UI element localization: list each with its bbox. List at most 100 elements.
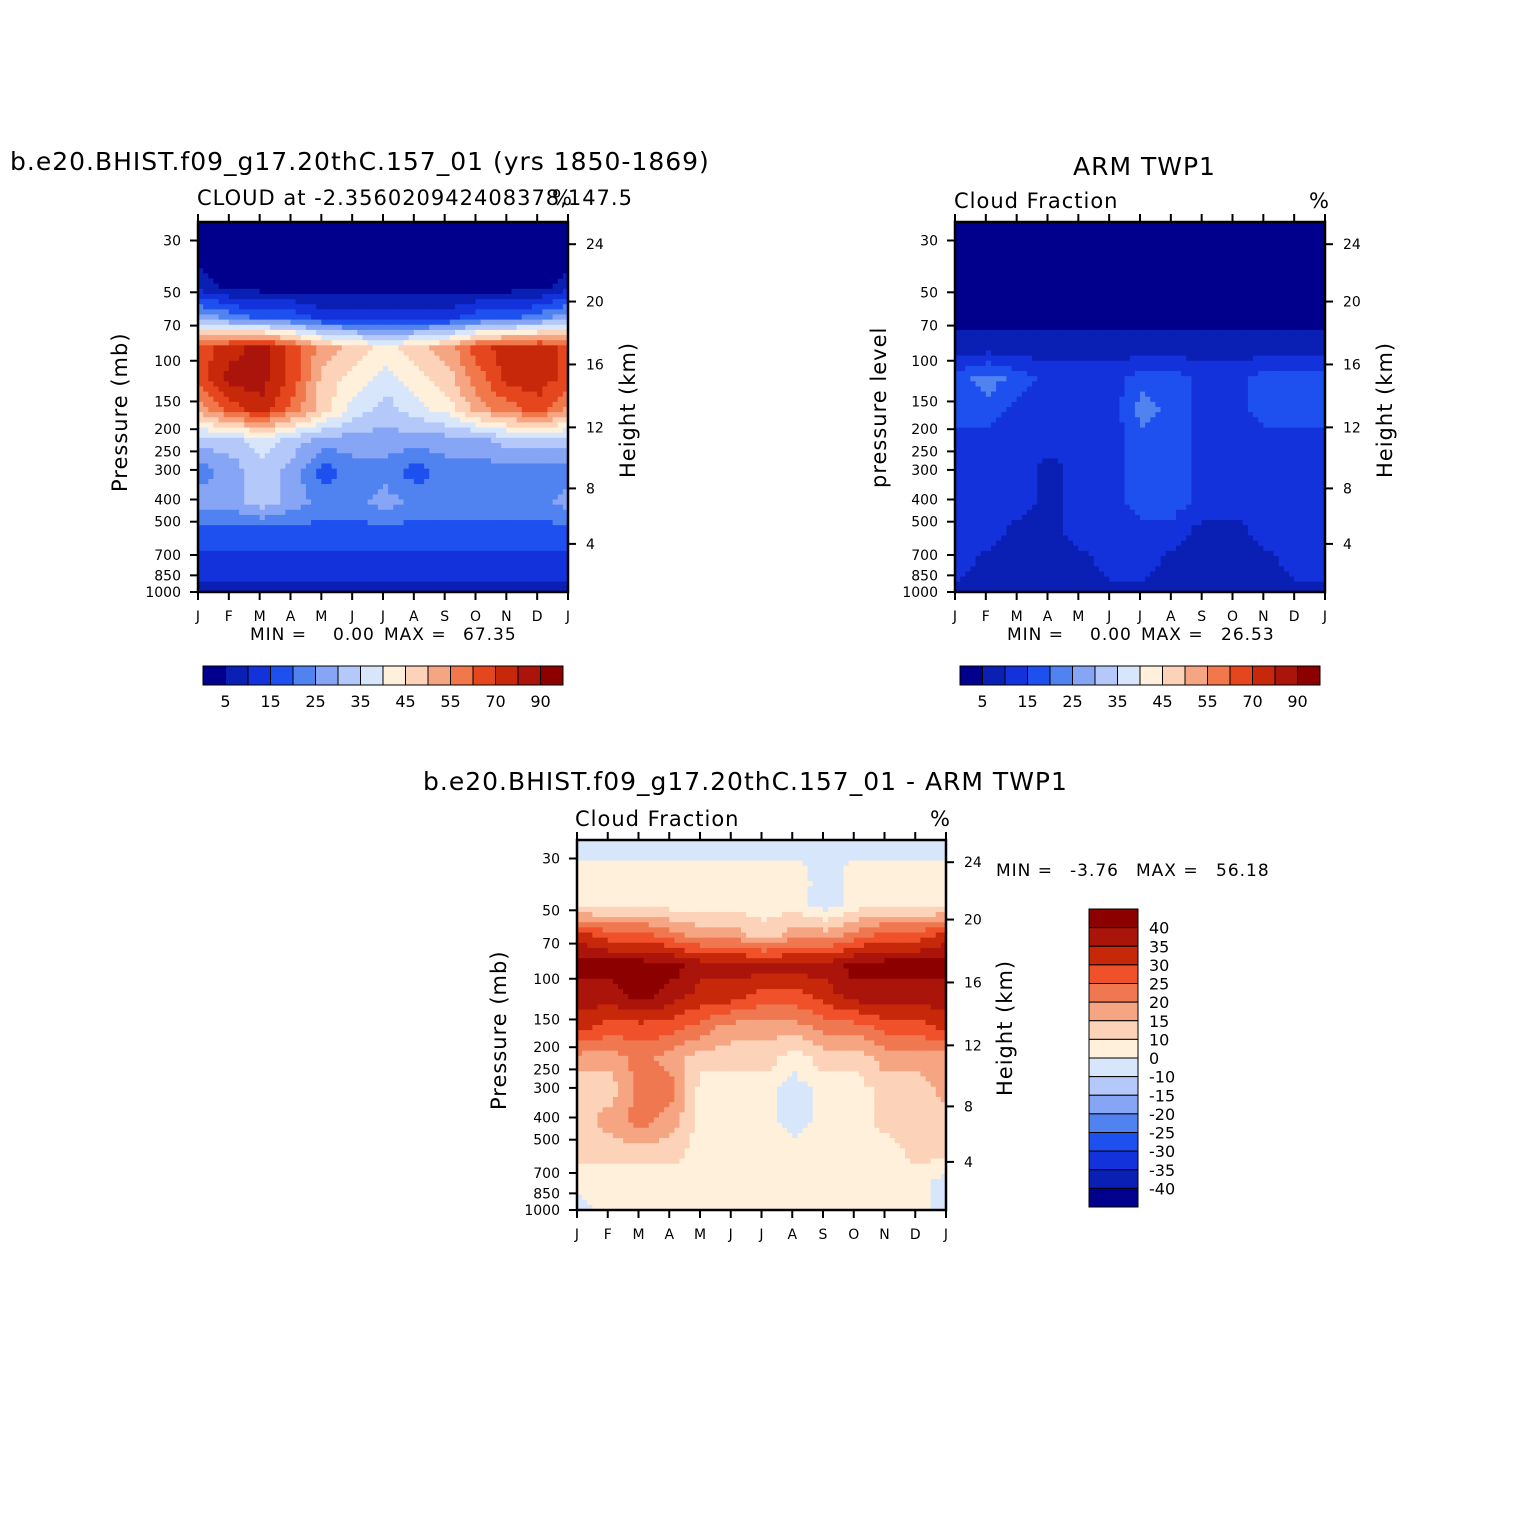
contour-cell — [532, 371, 538, 377]
contour-cell — [295, 242, 302, 249]
contour-cell — [269, 514, 276, 521]
contour-cell — [331, 340, 338, 346]
contour-cell — [295, 222, 302, 228]
contour-cell — [357, 514, 364, 521]
contour-cell — [203, 360, 209, 367]
contour-cell — [496, 458, 502, 465]
contour-cell — [357, 288, 364, 295]
contour-cell — [434, 304, 441, 310]
contour-cell — [275, 360, 281, 367]
contour-cell — [496, 381, 502, 388]
contour-cell — [542, 278, 549, 285]
contour-cell — [326, 242, 333, 249]
contour-cell — [562, 453, 569, 459]
contour-cell — [331, 571, 338, 578]
contour-cell — [280, 273, 286, 280]
contour-cell — [449, 484, 456, 490]
contour-cell — [300, 458, 307, 465]
contour-cell — [264, 540, 271, 547]
contour-cell — [198, 396, 204, 403]
contour-cell — [424, 263, 430, 269]
contour-cell — [552, 257, 559, 264]
contour-cell — [377, 242, 384, 249]
contour-cell — [434, 288, 441, 295]
contour-cell — [470, 371, 477, 377]
contour-cell — [249, 345, 256, 352]
contour-cell — [460, 365, 466, 372]
contour-cell — [454, 566, 461, 573]
contour-cell — [490, 278, 497, 285]
contour-cell — [367, 484, 374, 490]
contour-cell — [275, 478, 281, 485]
contour-cell — [521, 540, 528, 547]
contour-cell — [552, 566, 559, 573]
contour-cell — [490, 540, 497, 547]
contour-cell — [362, 319, 369, 326]
contour-cell — [347, 340, 353, 346]
diff-units: % — [930, 807, 951, 831]
contour-cell — [501, 453, 507, 459]
contour-cell — [290, 237, 297, 244]
contour-cell — [331, 288, 338, 295]
contour-cell — [372, 329, 379, 336]
contour-cell — [331, 468, 338, 475]
contour-cell — [218, 345, 225, 352]
contour-cell — [526, 499, 533, 506]
contour-cell — [316, 391, 322, 398]
contour-cell — [233, 299, 240, 305]
contour-cell — [418, 299, 425, 305]
contour-cell — [347, 237, 353, 244]
contour-cell — [475, 432, 482, 439]
contour-cell — [347, 530, 353, 537]
contour-cell — [336, 227, 343, 233]
contour-cell — [203, 355, 209, 362]
contour-cell — [347, 345, 353, 352]
contour-cell — [521, 360, 528, 367]
contour-cell — [362, 550, 369, 557]
contour-cell — [460, 396, 466, 403]
contour-cell — [444, 401, 451, 408]
contour-cell — [470, 437, 477, 444]
contour-cell — [244, 273, 250, 280]
contour-cell — [490, 478, 497, 485]
contour-cell — [311, 278, 317, 285]
contour-cell — [275, 427, 281, 434]
contour-cell — [542, 417, 549, 424]
contour-cell — [449, 432, 456, 439]
contour-cell — [275, 257, 281, 264]
contour-cell — [413, 283, 420, 290]
contour-cell — [316, 473, 322, 480]
contour-cell — [228, 237, 235, 244]
contour-cell — [501, 489, 507, 495]
contour-cell — [269, 365, 276, 372]
contour-cell — [259, 432, 266, 439]
contour-cell — [501, 463, 507, 470]
contour-cell — [300, 504, 307, 511]
contour-cell — [532, 355, 538, 362]
contour-cell — [475, 319, 482, 326]
contour-cell — [213, 273, 220, 280]
contour-cell — [480, 227, 487, 233]
contour-cell — [460, 448, 466, 454]
contour-cell — [480, 520, 487, 526]
contour-cell — [285, 463, 292, 470]
contour-cell — [542, 381, 549, 388]
contour-cell — [203, 299, 209, 305]
contour-cell — [393, 314, 400, 321]
contour-cell — [347, 335, 353, 341]
contour-cell — [429, 252, 435, 259]
contour-cell — [398, 412, 405, 418]
contour-cell — [377, 360, 384, 367]
contour-cell — [388, 540, 394, 547]
contour-cell — [393, 448, 400, 454]
contour-cell — [403, 520, 410, 526]
contour-cell — [275, 504, 281, 511]
contour-cell — [542, 360, 549, 367]
contour-cell — [228, 525, 235, 531]
contour-cell — [295, 376, 302, 382]
contour-cell — [429, 314, 435, 321]
contour-cell — [264, 360, 271, 367]
contour-cell — [465, 396, 471, 403]
contour-cell — [280, 494, 286, 501]
contour-cell — [516, 412, 523, 418]
